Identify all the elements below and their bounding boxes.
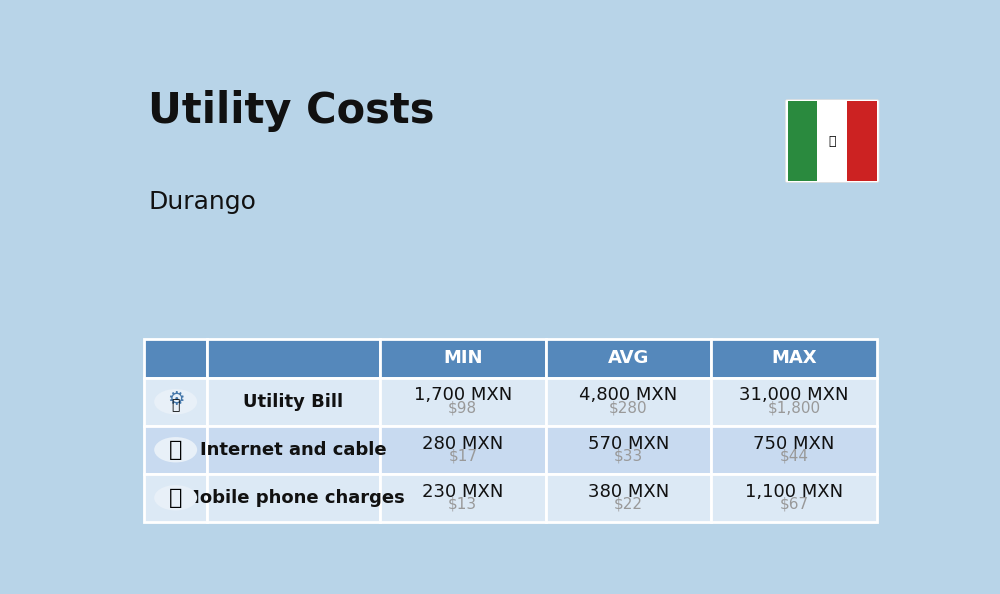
Text: $44: $44	[780, 448, 809, 463]
Circle shape	[154, 437, 197, 463]
Bar	[207, 474, 380, 522]
Bar	[788, 101, 817, 181]
Text: Utility Costs: Utility Costs	[148, 90, 435, 132]
Text: $17: $17	[448, 448, 477, 463]
Text: $22: $22	[614, 497, 643, 511]
Text: $33: $33	[614, 448, 643, 463]
Text: 280 MXN: 280 MXN	[422, 435, 503, 453]
Bar	[817, 101, 847, 181]
Bar	[144, 378, 207, 426]
Text: $280: $280	[609, 400, 648, 415]
Text: $98: $98	[448, 400, 477, 415]
Text: $67: $67	[780, 497, 809, 511]
Bar	[711, 339, 877, 378]
Text: Utility Bill: Utility Bill	[243, 393, 344, 410]
Text: 380 MXN: 380 MXN	[588, 482, 669, 501]
Bar	[711, 474, 877, 522]
FancyBboxPatch shape	[785, 100, 879, 182]
Bar	[546, 339, 711, 378]
Text: 31,000 MXN: 31,000 MXN	[739, 387, 849, 405]
Bar	[380, 474, 546, 522]
Bar	[207, 339, 380, 378]
Circle shape	[154, 389, 197, 415]
Bar	[207, 378, 380, 426]
Bar	[711, 426, 877, 474]
Text: 🔌: 🔌	[171, 399, 180, 413]
Text: AVG: AVG	[608, 349, 649, 367]
Bar	[207, 426, 380, 474]
Text: 1,700 MXN: 1,700 MXN	[414, 387, 512, 405]
Bar	[546, 378, 711, 426]
Text: Durango: Durango	[148, 190, 256, 214]
Text: 📱: 📱	[169, 488, 182, 508]
Bar	[144, 426, 207, 474]
Bar	[546, 426, 711, 474]
Bar	[144, 474, 207, 522]
Bar	[144, 339, 207, 378]
Text: 📡: 📡	[169, 440, 182, 460]
Text: Internet and cable: Internet and cable	[200, 441, 387, 459]
Text: 🦅: 🦅	[828, 134, 836, 147]
Bar	[847, 101, 877, 181]
Text: Mobile phone charges: Mobile phone charges	[182, 489, 405, 507]
Bar	[380, 378, 546, 426]
Bar	[380, 339, 546, 378]
Text: $1,800: $1,800	[768, 400, 821, 415]
Text: MAX: MAX	[771, 349, 817, 367]
Bar	[546, 474, 711, 522]
Text: 230 MXN: 230 MXN	[422, 482, 503, 501]
Text: $13: $13	[448, 497, 477, 511]
Text: 570 MXN: 570 MXN	[588, 435, 669, 453]
Bar	[711, 378, 877, 426]
Bar	[380, 426, 546, 474]
Circle shape	[154, 485, 197, 510]
Text: 750 MXN: 750 MXN	[753, 435, 835, 453]
Text: 1,100 MXN: 1,100 MXN	[745, 482, 843, 501]
Text: 4,800 MXN: 4,800 MXN	[579, 387, 678, 405]
Text: MIN: MIN	[443, 349, 483, 367]
Text: ⚙: ⚙	[167, 390, 184, 409]
